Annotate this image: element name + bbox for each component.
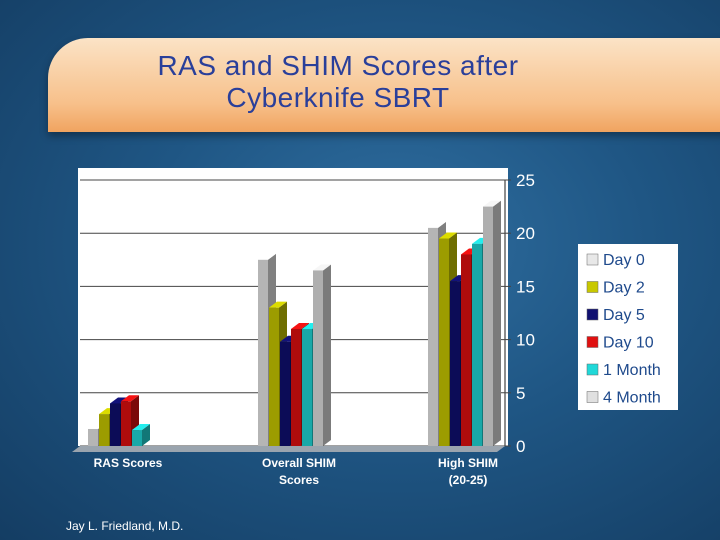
- x-category-label: Overall SHIM: [262, 456, 336, 470]
- legend-label: 1 Month: [603, 362, 661, 379]
- bar-side: [323, 264, 331, 446]
- title-line-1: RAS and SHIM Scores after: [157, 50, 519, 81]
- legend-label: Day 2: [603, 280, 645, 297]
- x-category-label: RAS Scores: [94, 456, 163, 470]
- x-category-label: Scores: [279, 473, 319, 487]
- x-category-label: High SHIM: [438, 456, 498, 470]
- bar: [99, 414, 109, 446]
- bar: [302, 328, 312, 446]
- bar: [269, 307, 279, 446]
- bar-top: [121, 395, 139, 402]
- legend-swatch: [586, 363, 599, 376]
- bar: [450, 281, 460, 446]
- legend-label: 4 Month: [603, 390, 661, 407]
- bar: [132, 430, 142, 446]
- bar: [121, 401, 131, 446]
- legend-swatch: [586, 336, 599, 348]
- bar-side: [142, 424, 150, 446]
- y-tick-label: 20: [516, 224, 535, 243]
- y-tick-label: 0: [516, 437, 525, 456]
- bar-top: [132, 424, 150, 431]
- bar: [110, 403, 120, 446]
- title-banner: [48, 38, 720, 132]
- y-tick-label: 15: [516, 277, 535, 296]
- bar: [483, 206, 493, 446]
- legend-swatch: [586, 281, 599, 293]
- bar-side: [493, 200, 501, 446]
- legend-box: [578, 244, 678, 410]
- bar-top: [483, 200, 501, 207]
- author-credit: Jay L. Friedland, M.D.: [66, 519, 184, 533]
- bar: [439, 238, 449, 446]
- bar: [461, 254, 471, 446]
- legend-swatch: [586, 308, 599, 321]
- slide-title: RAS and SHIM Scores after Cyberknife SBR…: [48, 50, 628, 114]
- title-line-2: Cyberknife SBRT: [226, 82, 450, 113]
- y-tick-label: 5: [516, 384, 525, 403]
- bar-top: [110, 397, 128, 404]
- bar-top: [428, 221, 446, 228]
- legend-label: Day 0: [603, 252, 645, 269]
- bar: [313, 270, 323, 446]
- bar-top: [258, 253, 276, 260]
- bar-top: [269, 301, 287, 308]
- x-category-label: (20-25): [449, 473, 488, 487]
- bar-top: [439, 232, 457, 239]
- legend-swatch: [586, 391, 599, 403]
- bar: [428, 227, 438, 446]
- bar-top: [313, 264, 331, 271]
- legend-label: Day 10: [603, 335, 654, 352]
- y-tick-label: 25: [516, 171, 535, 190]
- y-tick-label: 10: [516, 331, 535, 350]
- bar: [291, 328, 301, 446]
- bar: [258, 259, 268, 446]
- legend-swatch: [586, 253, 599, 266]
- chart-floor: [72, 446, 505, 452]
- legend-label: Day 5: [603, 307, 645, 324]
- bar: [280, 341, 290, 446]
- bar: [88, 428, 98, 446]
- bar-top: [291, 322, 309, 329]
- bar: [472, 243, 482, 446]
